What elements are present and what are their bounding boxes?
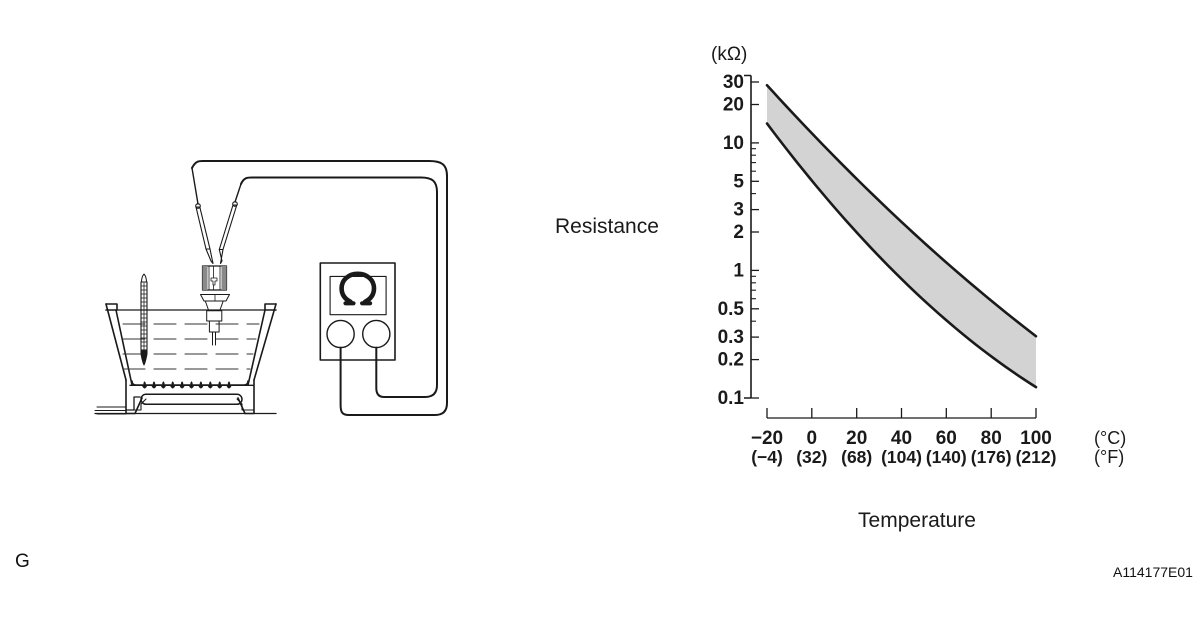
svg-text:(kΩ): (kΩ) (711, 44, 747, 65)
svg-text:100: 100 (1020, 428, 1052, 449)
svg-text:(212): (212) (1016, 447, 1057, 467)
svg-text:(176): (176) (971, 447, 1012, 467)
svg-text:Temperature: Temperature (858, 509, 976, 532)
svg-text:(°F): (°F) (1094, 447, 1124, 467)
svg-text:0.3: 0.3 (718, 327, 744, 348)
svg-text:(−4): (−4) (751, 447, 783, 467)
svg-text:60: 60 (936, 428, 957, 449)
svg-text:2: 2 (733, 222, 744, 243)
svg-text:Resistance: Resistance (555, 215, 659, 238)
svg-text:10: 10 (723, 133, 744, 154)
svg-text:(32): (32) (796, 447, 827, 467)
svg-text:(140): (140) (926, 447, 967, 467)
svg-text:0.1: 0.1 (718, 388, 745, 409)
svg-text:0.5: 0.5 (718, 299, 745, 320)
svg-text:0.2: 0.2 (718, 350, 744, 371)
svg-text:20: 20 (846, 428, 867, 449)
svg-text:5: 5 (733, 171, 744, 192)
svg-text:40: 40 (891, 428, 912, 449)
svg-text:80: 80 (981, 428, 1002, 449)
svg-text:(68): (68) (841, 447, 872, 467)
svg-text:−20: −20 (751, 428, 783, 449)
svg-text:(°C): (°C) (1094, 428, 1126, 448)
svg-text:3: 3 (733, 200, 744, 221)
svg-text:1: 1 (733, 260, 744, 281)
svg-text:0: 0 (807, 428, 818, 449)
svg-text:20: 20 (723, 95, 744, 116)
svg-text:(104): (104) (881, 447, 922, 467)
svg-text:30: 30 (723, 72, 744, 93)
